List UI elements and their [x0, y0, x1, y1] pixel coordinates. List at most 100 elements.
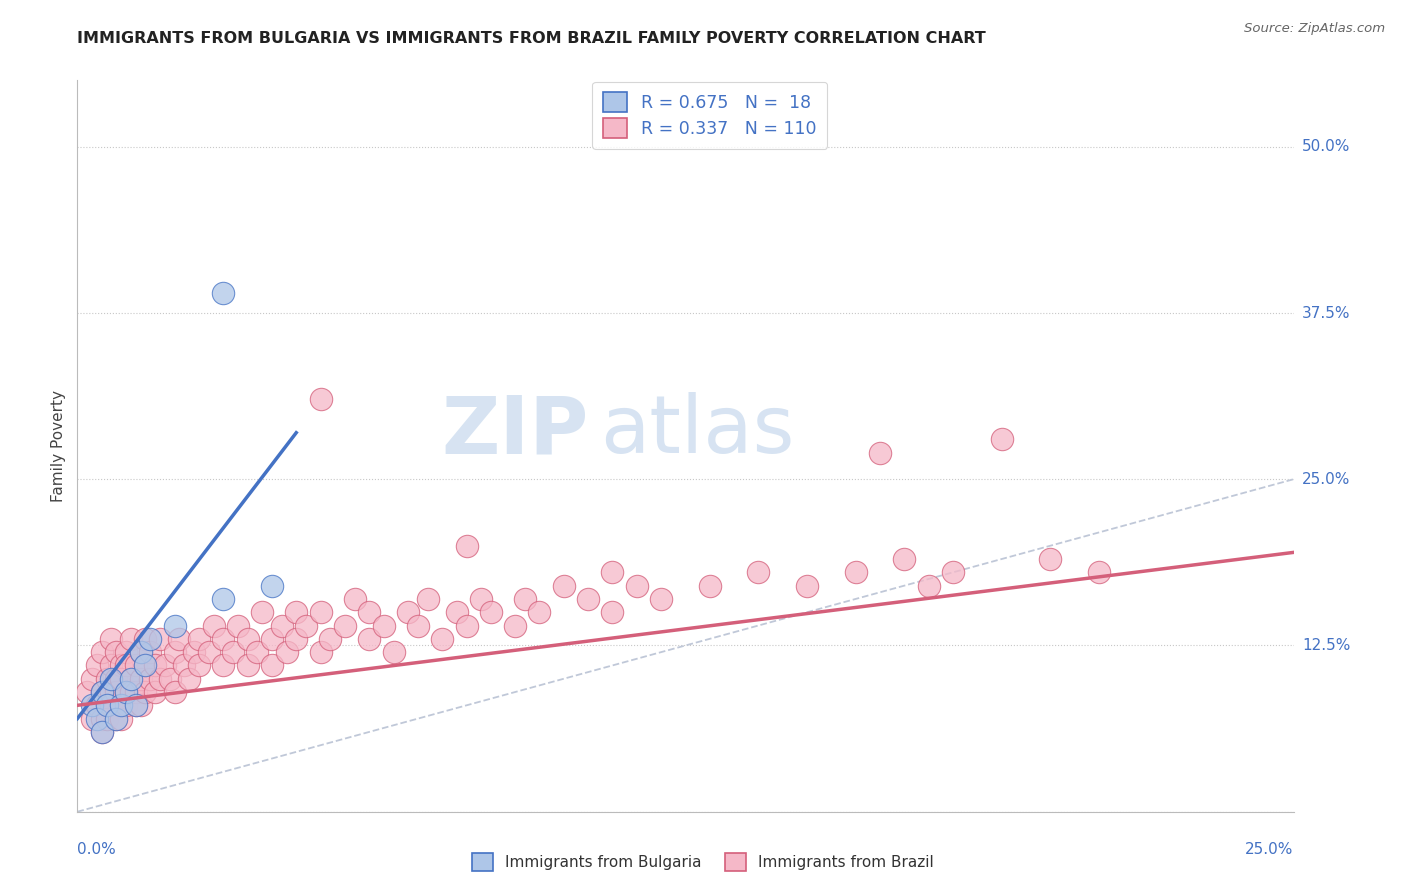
Point	[80, 672, 103, 686]
Point	[129, 698, 152, 713]
Point	[163, 685, 186, 699]
Point	[188, 658, 211, 673]
Point	[153, 658, 176, 673]
Point	[110, 658, 132, 673]
Point	[90, 725, 112, 739]
Point	[169, 632, 191, 646]
Point	[134, 632, 156, 646]
Point	[125, 698, 148, 713]
Point	[105, 645, 128, 659]
Point	[479, 605, 502, 619]
Point	[212, 286, 235, 301]
Point	[197, 645, 219, 659]
Point	[100, 632, 122, 646]
Point	[295, 618, 318, 632]
Point	[602, 605, 624, 619]
Point	[96, 698, 118, 713]
Point	[90, 685, 112, 699]
Point	[576, 591, 599, 606]
Point	[382, 645, 405, 659]
Text: 25.0%: 25.0%	[1246, 842, 1294, 857]
Point	[990, 433, 1012, 447]
Point	[80, 698, 103, 713]
Legend: R = 0.675   N =  18, R = 0.337   N = 110: R = 0.675 N = 18, R = 0.337 N = 110	[592, 82, 827, 149]
Point	[359, 605, 381, 619]
Point	[129, 672, 152, 686]
Point	[76, 685, 98, 699]
Y-axis label: Family Poverty: Family Poverty	[51, 390, 66, 502]
Point	[90, 685, 112, 699]
Point	[260, 579, 283, 593]
Point	[139, 672, 162, 686]
Point	[456, 618, 478, 632]
Point	[226, 618, 249, 632]
Text: 37.5%: 37.5%	[1302, 306, 1350, 320]
Point	[319, 632, 342, 646]
Point	[796, 579, 818, 593]
Point	[1088, 566, 1111, 580]
Point	[270, 618, 292, 632]
Point	[250, 605, 273, 619]
Legend: Immigrants from Bulgaria, Immigrants from Brazil: Immigrants from Bulgaria, Immigrants fro…	[465, 847, 941, 877]
Point	[110, 698, 132, 713]
Point	[309, 645, 332, 659]
Point	[105, 712, 128, 726]
Point	[105, 685, 128, 699]
Point	[918, 579, 941, 593]
Point	[90, 645, 112, 659]
Point	[396, 605, 419, 619]
Point	[222, 645, 245, 659]
Point	[115, 685, 138, 699]
Point	[159, 672, 181, 686]
Point	[173, 658, 195, 673]
Point	[100, 685, 122, 699]
Point	[80, 712, 103, 726]
Point	[1039, 552, 1062, 566]
Point	[96, 698, 118, 713]
Text: ZIP: ZIP	[441, 392, 588, 470]
Point	[285, 605, 308, 619]
Point	[309, 392, 332, 407]
Point	[110, 672, 132, 686]
Point	[96, 712, 118, 726]
Point	[212, 632, 235, 646]
Text: 50.0%: 50.0%	[1302, 139, 1350, 154]
Point	[602, 566, 624, 580]
Point	[869, 445, 891, 459]
Point	[115, 698, 138, 713]
Point	[309, 605, 332, 619]
Text: 12.5%: 12.5%	[1302, 638, 1350, 653]
Point	[120, 632, 142, 646]
Point	[125, 658, 148, 673]
Point	[747, 566, 769, 580]
Point	[406, 618, 429, 632]
Point	[513, 591, 536, 606]
Point	[260, 632, 283, 646]
Point	[100, 672, 122, 686]
Point	[699, 579, 721, 593]
Point	[470, 591, 492, 606]
Point	[115, 645, 138, 659]
Text: atlas: atlas	[600, 392, 794, 470]
Point	[183, 645, 205, 659]
Point	[100, 658, 122, 673]
Point	[626, 579, 648, 593]
Point	[163, 645, 186, 659]
Point	[143, 685, 166, 699]
Text: IMMIGRANTS FROM BULGARIA VS IMMIGRANTS FROM BRAZIL FAMILY POVERTY CORRELATION CH: IMMIGRANTS FROM BULGARIA VS IMMIGRANTS F…	[77, 31, 986, 46]
Point	[942, 566, 965, 580]
Point	[120, 685, 142, 699]
Point	[373, 618, 395, 632]
Text: 25.0%: 25.0%	[1302, 472, 1350, 487]
Point	[125, 698, 148, 713]
Point	[90, 725, 112, 739]
Point	[143, 658, 166, 673]
Point	[446, 605, 468, 619]
Point	[86, 658, 108, 673]
Point	[893, 552, 915, 566]
Point	[139, 645, 162, 659]
Point	[456, 539, 478, 553]
Point	[115, 685, 138, 699]
Point	[416, 591, 439, 606]
Point	[202, 618, 225, 632]
